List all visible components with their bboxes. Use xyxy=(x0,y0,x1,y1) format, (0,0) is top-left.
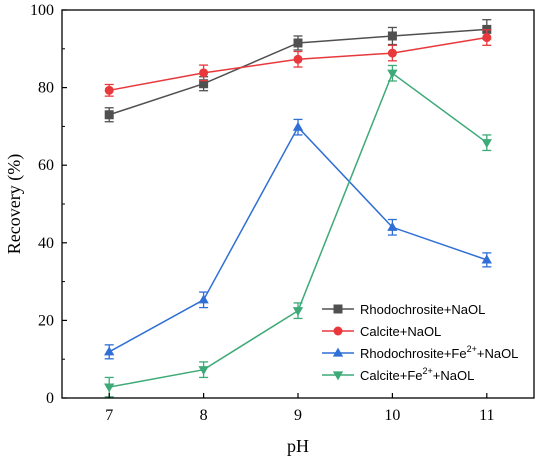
y-tick-label: 0 xyxy=(46,390,54,407)
data-point xyxy=(387,31,397,41)
data-point xyxy=(199,79,209,89)
data-point xyxy=(198,366,209,376)
x-tick-label: 7 xyxy=(105,407,113,424)
legend-entry: Rhodochrosite+Fe2++NaOL xyxy=(322,344,518,361)
legend-label: Rhodochrosite+NaOL xyxy=(360,302,485,317)
data-point xyxy=(482,33,492,43)
axis-ticks: 7 8 9 10 11 0 20 40 60 80 100 xyxy=(30,2,495,424)
legend-label: Rhodochrosite+Fe2++NaOL xyxy=(360,344,518,361)
legend-entry: Rhodochrosite+NaOL xyxy=(322,302,485,317)
y-tick-label: 80 xyxy=(38,80,54,97)
x-tick-label: 11 xyxy=(479,407,494,424)
legend-entry: Calcite+NaOL xyxy=(322,324,441,339)
data-point xyxy=(481,139,492,149)
x-tick-label: 8 xyxy=(200,407,208,424)
legend-entry: Calcite+Fe2++NaOL xyxy=(322,366,474,383)
legend-label: Calcite+Fe2++NaOL xyxy=(360,366,474,383)
data-point xyxy=(387,48,397,58)
data-point xyxy=(198,294,209,304)
data-point xyxy=(293,54,303,64)
data-point xyxy=(104,346,115,356)
data-point xyxy=(387,221,398,231)
y-tick-label: 60 xyxy=(38,157,54,174)
y-axis-title: Recovery (%) xyxy=(4,154,25,254)
plot-area xyxy=(104,19,492,398)
x-tick-label: 10 xyxy=(384,407,400,424)
data-point xyxy=(292,307,304,317)
data-point xyxy=(104,383,115,393)
x-tick-label: 9 xyxy=(294,407,302,424)
x-axis-title: pH xyxy=(287,436,309,456)
series-2 xyxy=(104,118,492,360)
data-point xyxy=(293,38,303,48)
legend: Rhodochrosite+NaOL Calcite+NaOL Rhodochros… xyxy=(322,302,518,383)
plot-frame xyxy=(61,9,535,399)
legend-marker xyxy=(332,347,344,357)
y-tick-label: 100 xyxy=(30,2,54,19)
legend-label: Calcite+NaOL xyxy=(360,324,441,339)
legend-marker xyxy=(333,304,343,314)
legend-marker xyxy=(332,371,344,381)
data-point xyxy=(292,121,304,131)
data-point xyxy=(199,68,209,78)
y-tick-label: 40 xyxy=(38,235,54,252)
legend-marker xyxy=(333,326,343,336)
data-point xyxy=(104,110,114,120)
y-tick-label: 20 xyxy=(38,312,54,329)
data-point xyxy=(481,254,492,264)
data-point xyxy=(387,69,398,79)
series-3 xyxy=(104,64,492,398)
data-point xyxy=(104,85,114,95)
series-1 xyxy=(104,29,492,97)
series-0 xyxy=(104,19,492,123)
